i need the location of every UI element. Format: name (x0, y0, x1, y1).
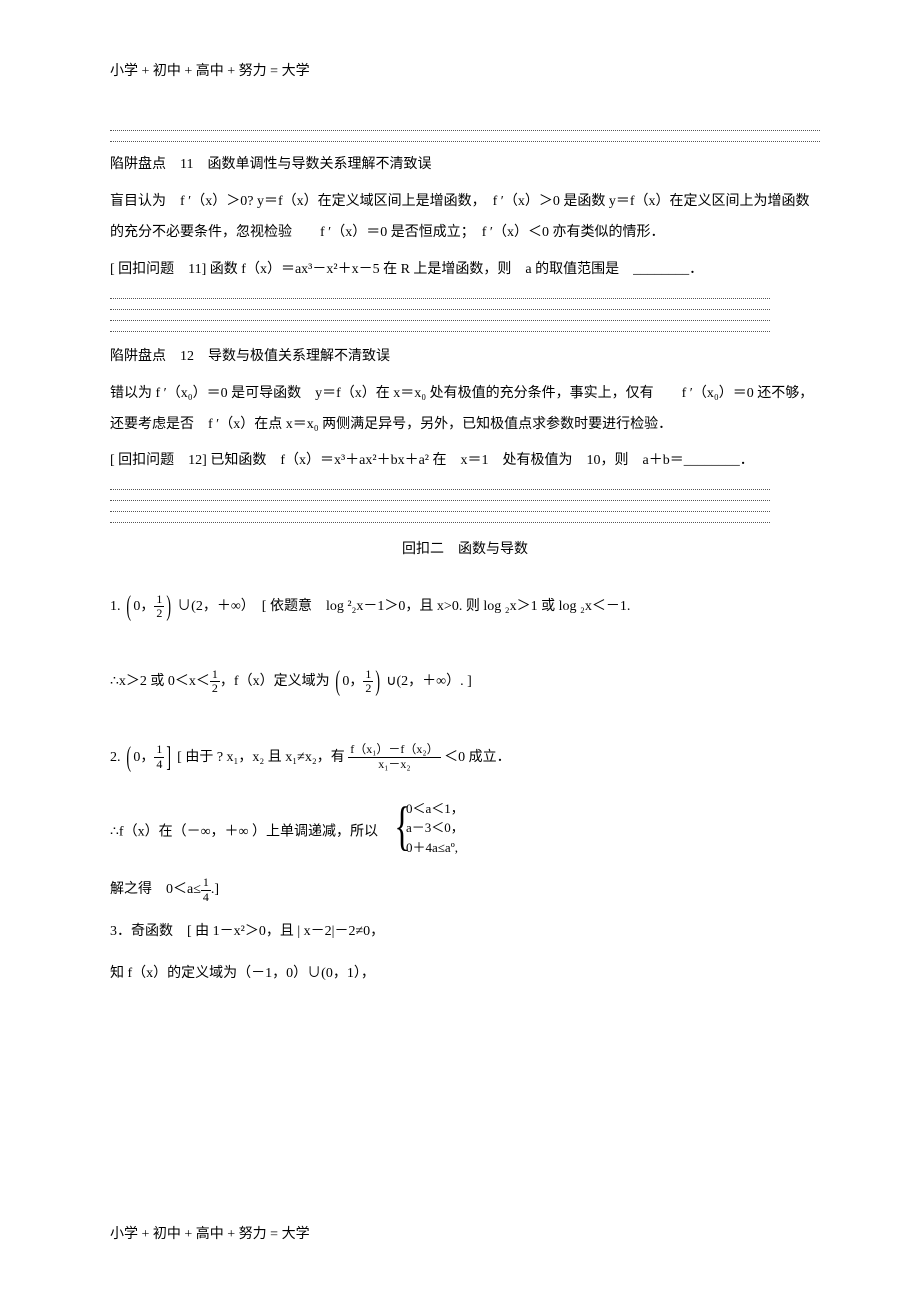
text: ，f（x）定义域为 (220, 674, 330, 689)
paren-open: ( (126, 573, 131, 640)
divider (110, 522, 770, 523)
interval-text: 0， (133, 749, 154, 764)
answer-2-line3: 解之得 0＜a≤14.] (110, 873, 820, 907)
divider (110, 331, 770, 332)
trap-11-question: [ 回扣问题 11] 函数 f（x）＝ax³－x²＋x－5 在 R 上是增函数，… (110, 255, 820, 286)
text: 解之得 0＜a≤ (110, 882, 201, 897)
divider (110, 320, 770, 321)
interval-text: 0， (342, 674, 363, 689)
paren-close: ) (167, 573, 172, 640)
case-line: a－3＜0， (406, 818, 464, 838)
interval-text: 0， (133, 599, 154, 614)
fraction: 12 (210, 668, 220, 695)
divider (110, 511, 770, 512)
answer-1-line2: ∴x＞2 或 0＜x＜12，f（x）定义域为 (0，12) ∪(2，＋∞）. ] (110, 648, 820, 715)
fraction: 12 (363, 668, 373, 695)
answer-text: ∪(2，＋∞） [ 依题意 log ²₂x－1＞0，且 x>0. 则 log ₂… (177, 599, 630, 614)
trap-12-body: 错以为 f ′（x₀）＝0 是可导函数 y＝f（x）在 x＝x₀ 处有极值的充分… (110, 379, 820, 441)
trap-12-question: [ 回扣问题 12] 已知函数 f（x）＝x³＋ax²＋bx＋a² 在 x＝1 … (110, 446, 820, 477)
question-text: [ 回扣问题 11] 函数 f（x）＝ax³－x²＋x－5 在 R 上是增函数，… (110, 262, 703, 277)
text: ∪(2，＋∞）. ] (386, 674, 472, 689)
text: ∴x＞2 或 0＜x＜ (110, 674, 210, 689)
divider (110, 489, 770, 490)
text: .] (211, 882, 219, 897)
divider (110, 298, 770, 299)
case-line: 0＋4a≤aº, (406, 838, 464, 858)
brace-icon: { (394, 799, 401, 866)
answers-heading: 回扣二 函数与导数 (110, 538, 820, 558)
text: ＜0 成立． (444, 749, 511, 764)
answer-prefix: 1. (110, 599, 121, 614)
divider (110, 130, 820, 131)
case-line: 0＜a＜1， (406, 799, 464, 819)
answer-3: 3．奇函数 [ 由 1－x²＞0，且 | x－2|－2≠0， (110, 915, 820, 949)
answer-1: 1. (0，12) ∪(2，＋∞） [ 依题意 log ²₂x－1＞0，且 x>… (110, 573, 820, 640)
divider (110, 500, 770, 501)
trap-11-body: 盲目认为 f ′（x）＞0? y＝f（x）在定义域区间上是增函数， f ′（x）… (110, 187, 820, 249)
cases: { 0＜a＜1， a－3＜0， 0＋4a≤aº, (392, 799, 464, 866)
divider (110, 309, 770, 310)
answer-prefix: 2. (110, 749, 121, 764)
question-text: [ 回扣问题 12] 已知函数 f（x）＝x³＋ax²＋bx＋a² 在 x＝1 … (110, 453, 754, 468)
fraction: 12 (154, 593, 164, 620)
page-footer: 小学 + 初中 + 高中 + 努力 = 大学 (110, 1223, 310, 1243)
divider (110, 141, 820, 142)
fraction: 14 (154, 743, 164, 770)
paren-close: ) (376, 648, 381, 715)
bracket-close: ] (167, 724, 172, 791)
trap-12-title: 陷阱盘点 12 导数与极值关系理解不清致误 (110, 344, 820, 369)
text: [ 由于 ? x₁，x₂ 且 x₁≠x₂，有 (177, 749, 345, 764)
fraction: 14 (201, 876, 211, 903)
paren-open: ( (126, 724, 131, 791)
paren-open: ( (335, 648, 340, 715)
trap-11-title: 陷阱盘点 11 函数单调性与导数关系理解不清致误 (110, 152, 820, 177)
page-header: 小学 + 初中 + 高中 + 努力 = 大学 (110, 60, 820, 80)
fraction: f（x₁）－f（x₂）x₁－x₂ (348, 743, 440, 770)
text: ∴f（x）在（－∞，＋∞ ）上单调递减，所以 (110, 824, 378, 839)
answer-3-line2: 知 f（x）的定义域为（－1，0）∪(0，1）， (110, 957, 820, 991)
answer-2-line2: ∴f（x）在（－∞，＋∞ ）上单调递减，所以 { 0＜a＜1， a－3＜0， 0… (110, 799, 820, 866)
answer-2: 2. (0，14] [ 由于 ? x₁，x₂ 且 x₁≠x₂，有 f（x₁）－f… (110, 724, 820, 791)
